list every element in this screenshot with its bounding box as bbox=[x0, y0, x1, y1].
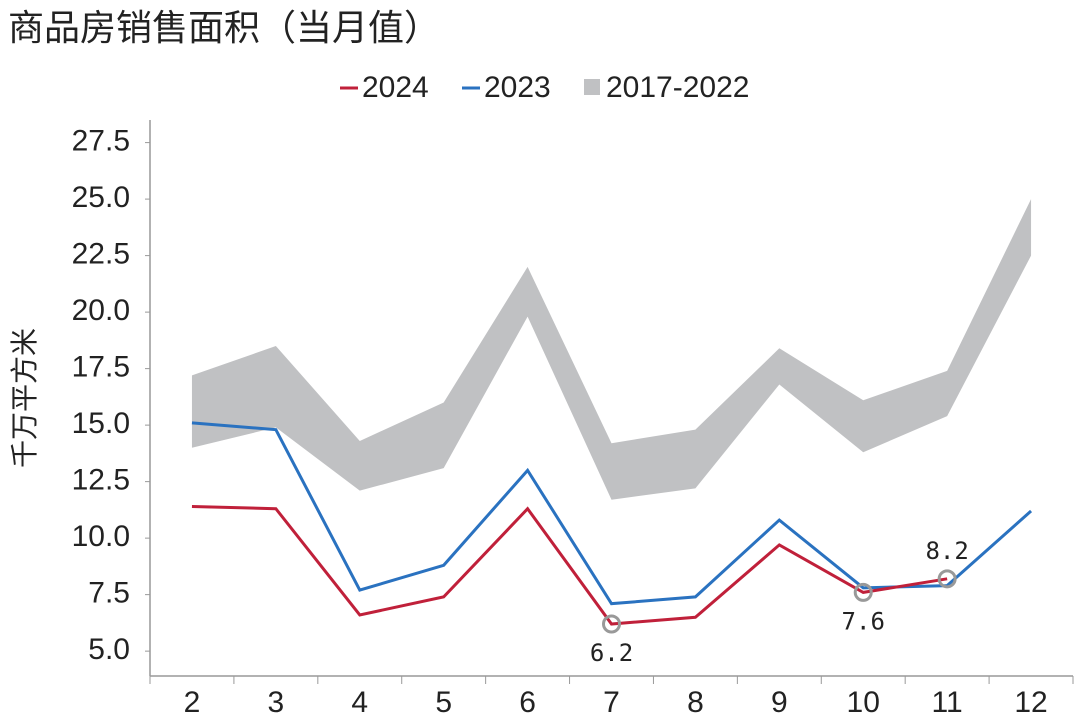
y-tick-label: 22.5 bbox=[72, 238, 130, 271]
x-tick-label: 2 bbox=[184, 686, 201, 719]
highlight-marker bbox=[602, 614, 621, 634]
legend-label: 2024 bbox=[362, 71, 429, 104]
x-tick-label: 11 bbox=[932, 686, 963, 719]
highlight-marker bbox=[853, 582, 873, 602]
range-band bbox=[191, 199, 1032, 500]
y-tick-label: 27.5 bbox=[72, 125, 130, 158]
x-tick-label: 5 bbox=[435, 686, 452, 719]
x-tick-label: 3 bbox=[268, 686, 285, 719]
legend-swatch bbox=[584, 79, 600, 95]
data-label: 6.2 bbox=[590, 639, 633, 667]
x-tick-label: 8 bbox=[687, 686, 704, 719]
x-tick-label: 7 bbox=[603, 686, 620, 719]
y-tick-label: 5.0 bbox=[88, 633, 130, 666]
x-tick-label: 10 bbox=[847, 686, 880, 719]
x-tick-label: 9 bbox=[771, 686, 788, 719]
highlight-marker bbox=[937, 569, 957, 589]
x-tick-label: 6 bbox=[519, 686, 536, 719]
y-tick-label: 10.0 bbox=[72, 520, 130, 553]
y-tick-label: 17.5 bbox=[72, 351, 130, 384]
legend-label: 2023 bbox=[484, 71, 551, 104]
y-tick-label: 20.0 bbox=[72, 294, 130, 327]
data-label: 7.6 bbox=[842, 607, 885, 635]
y-tick-label: 12.5 bbox=[72, 464, 130, 497]
chart-title: 商品房销售面积（当月值） bbox=[8, 8, 440, 49]
y-tick-label: 25.0 bbox=[72, 181, 130, 214]
series-line bbox=[191, 504, 948, 626]
x-tick-label: 12 bbox=[1014, 686, 1047, 719]
y-tick-label: 15.0 bbox=[72, 407, 130, 440]
y-axis-label: 千万平方米 bbox=[8, 328, 41, 468]
data-label: 8.2 bbox=[925, 537, 968, 565]
legend-label: 2017-2022 bbox=[606, 71, 749, 104]
y-tick-label: 7.5 bbox=[88, 577, 130, 610]
x-tick-label: 4 bbox=[351, 686, 368, 719]
